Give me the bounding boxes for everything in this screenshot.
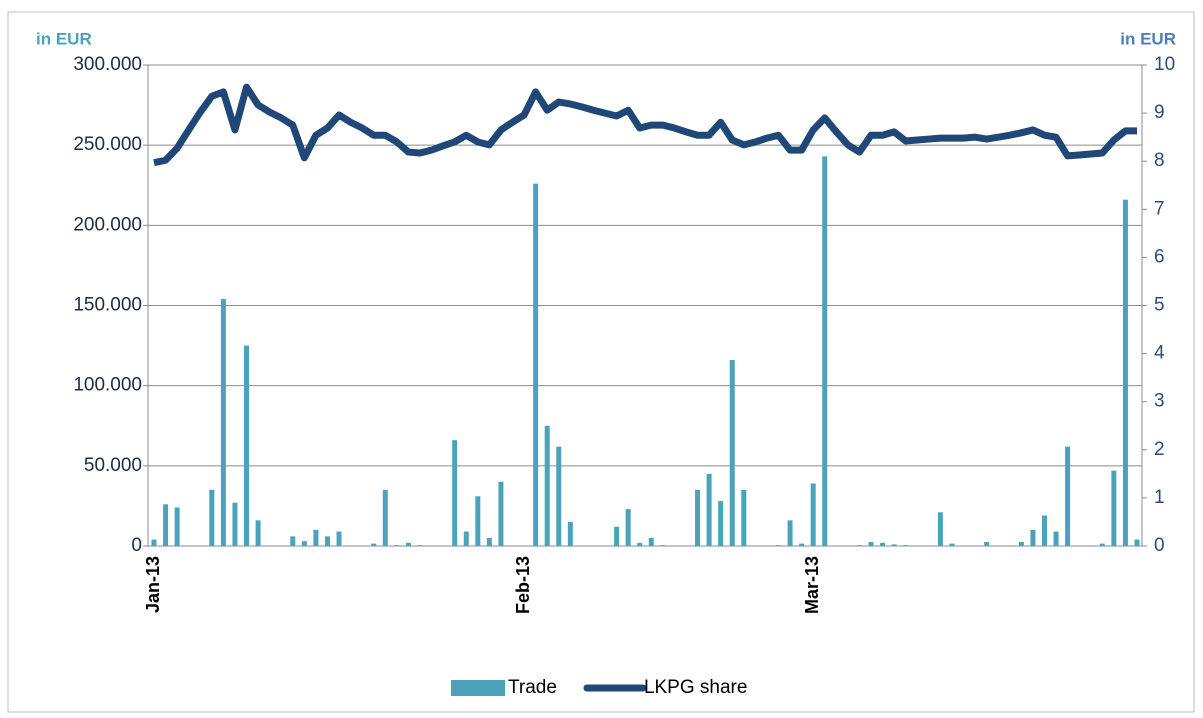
bar bbox=[706, 473, 712, 546]
y2-tick-label: 5 bbox=[1154, 295, 1165, 316]
bar bbox=[949, 543, 955, 546]
bar bbox=[787, 520, 793, 546]
bar bbox=[452, 440, 458, 546]
y2-tick-label: 3 bbox=[1154, 391, 1165, 412]
y2-tick-label: 1 bbox=[1154, 487, 1165, 508]
bar bbox=[209, 489, 215, 546]
bar bbox=[1111, 470, 1117, 546]
y-tick-label: 0 bbox=[131, 535, 142, 556]
x-tick-label: Feb-13 bbox=[513, 556, 533, 614]
y-tick-label: 250.000 bbox=[73, 134, 142, 155]
bar bbox=[486, 537, 492, 546]
y2-tick-label: 10 bbox=[1154, 54, 1175, 75]
bar bbox=[463, 531, 469, 546]
bar bbox=[255, 520, 261, 546]
y-tick-label: 50.000 bbox=[84, 455, 142, 476]
bar bbox=[903, 545, 909, 546]
bar bbox=[290, 536, 296, 546]
bar bbox=[244, 345, 250, 546]
bar bbox=[637, 542, 643, 546]
y-tick-label: 100.000 bbox=[73, 375, 142, 396]
bar bbox=[405, 542, 411, 546]
bar bbox=[394, 545, 400, 546]
bar bbox=[1030, 529, 1036, 546]
bar bbox=[382, 489, 388, 546]
bar bbox=[614, 526, 620, 546]
y2-tick-label: 6 bbox=[1154, 246, 1165, 267]
bar bbox=[775, 545, 781, 546]
bar bbox=[371, 543, 377, 546]
bar bbox=[660, 545, 666, 546]
bar bbox=[868, 541, 874, 546]
y2-tick-label: 7 bbox=[1154, 198, 1165, 219]
bar bbox=[856, 545, 862, 546]
bar bbox=[1041, 515, 1047, 546]
y2-axis-label: in EUR bbox=[1120, 29, 1176, 48]
bar bbox=[729, 360, 735, 546]
y-tick-label: 200.000 bbox=[73, 214, 142, 235]
bar bbox=[695, 489, 701, 546]
bar bbox=[232, 502, 238, 546]
bar bbox=[984, 541, 990, 546]
bar bbox=[1065, 446, 1071, 546]
bar bbox=[648, 537, 654, 546]
bar bbox=[163, 504, 169, 546]
y-tick-label: 300.000 bbox=[73, 54, 142, 75]
bar bbox=[174, 507, 180, 546]
bar bbox=[1099, 543, 1105, 546]
bar bbox=[533, 183, 539, 546]
y2-tick-label: 8 bbox=[1154, 150, 1165, 171]
bar bbox=[544, 425, 550, 546]
x-tick-label: Mar-13 bbox=[802, 556, 822, 614]
bar bbox=[1134, 539, 1140, 546]
bar bbox=[313, 529, 319, 546]
bar bbox=[417, 545, 423, 546]
y2-tick-label: 9 bbox=[1154, 102, 1165, 123]
bar bbox=[718, 501, 724, 546]
bar bbox=[475, 496, 481, 546]
legend-label: LKPG share bbox=[644, 677, 748, 698]
y-axis-label: in EUR bbox=[36, 29, 92, 48]
bar bbox=[937, 512, 943, 546]
bar bbox=[880, 542, 886, 546]
bar bbox=[324, 536, 330, 546]
legend-label: Trade bbox=[508, 677, 557, 698]
legend-swatch bbox=[451, 680, 505, 696]
line bbox=[153, 83, 1137, 167]
y2-tick-label: 2 bbox=[1154, 439, 1165, 460]
y-tick-label: 150.000 bbox=[73, 295, 142, 316]
bar bbox=[567, 521, 573, 546]
bar bbox=[822, 156, 828, 546]
y2-tick-label: 4 bbox=[1154, 343, 1165, 364]
bar bbox=[336, 531, 342, 546]
bar bbox=[301, 541, 307, 546]
bar bbox=[741, 489, 747, 546]
bar bbox=[220, 299, 226, 546]
bar bbox=[1053, 531, 1059, 546]
bar bbox=[1122, 199, 1128, 546]
y2-tick-label: 0 bbox=[1154, 535, 1165, 556]
bar bbox=[498, 481, 504, 546]
bar bbox=[891, 544, 897, 546]
bar bbox=[1018, 541, 1024, 546]
bar bbox=[810, 483, 816, 546]
bar bbox=[799, 543, 805, 546]
bar bbox=[556, 446, 562, 546]
x-tick-label: Jan-13 bbox=[143, 556, 163, 613]
bar bbox=[151, 539, 157, 546]
chart-frame bbox=[7, 11, 1195, 713]
bar bbox=[625, 509, 631, 546]
